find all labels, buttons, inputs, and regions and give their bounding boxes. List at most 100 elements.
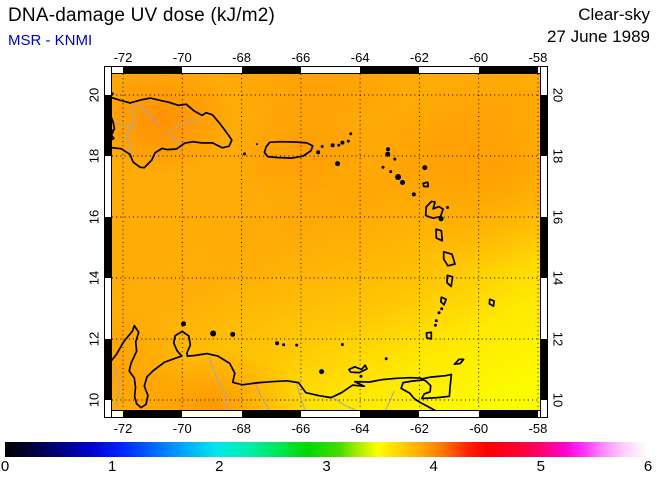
condition-label: Clear-sky bbox=[578, 5, 650, 24]
map-frame-right bbox=[540, 66, 548, 418]
date-label: 27 June 1989 bbox=[546, 27, 650, 46]
islet-dot bbox=[337, 143, 341, 147]
map-frame-left bbox=[104, 66, 112, 418]
coastline-martinique bbox=[442, 250, 456, 267]
source-label: MSR - KNMI bbox=[8, 32, 93, 49]
map-frame-segment bbox=[478, 67, 538, 73]
map-frame-segment bbox=[360, 67, 420, 73]
map-frame-segment bbox=[105, 278, 111, 339]
map-frame-segment bbox=[123, 411, 183, 417]
islet-dot bbox=[433, 323, 437, 327]
map-frame-segment bbox=[105, 95, 111, 156]
islet-dot bbox=[437, 311, 441, 315]
map-frame-segment bbox=[541, 156, 547, 217]
lon-tick-label-top: -58 bbox=[528, 50, 548, 65]
lon-tick-label-bottom: -70 bbox=[172, 421, 192, 436]
river-yaque bbox=[134, 101, 161, 127]
islet-dot bbox=[230, 331, 236, 337]
map-frame-segment bbox=[300, 411, 361, 417]
lat-tick-label-left: 20 bbox=[86, 87, 102, 103]
colorbar-tick-label: 2 bbox=[215, 458, 224, 475]
islet-dot bbox=[112, 128, 113, 132]
coastline-margarita bbox=[348, 364, 368, 374]
lat-tick-label-left: 10 bbox=[86, 392, 102, 408]
lat-tick-label-right: 18 bbox=[550, 148, 566, 164]
islet-dot bbox=[319, 369, 325, 375]
lon-tick-label-top: -68 bbox=[232, 50, 251, 65]
map-frame-segment bbox=[478, 411, 538, 417]
coastline-venezuela bbox=[112, 324, 437, 410]
islet-dot bbox=[400, 180, 405, 185]
islet-dot bbox=[422, 165, 428, 171]
river-ve-river-1 bbox=[208, 357, 229, 410]
islet-dot bbox=[381, 165, 385, 169]
islet-dot bbox=[316, 150, 321, 155]
river-dr-south bbox=[167, 129, 182, 143]
map-frame-segment bbox=[360, 411, 420, 417]
lon-tick-label-top: -64 bbox=[350, 50, 370, 65]
lon-tick-label-bottom: -64 bbox=[350, 421, 370, 436]
islet-dot bbox=[340, 343, 344, 346]
map-frame-segment bbox=[105, 67, 123, 73]
lon-tick-label-top: -70 bbox=[172, 50, 192, 65]
lat-tick-label-left: 16 bbox=[86, 209, 102, 225]
islet-dot bbox=[411, 192, 416, 197]
river-ve-river-4 bbox=[333, 397, 357, 410]
coastline-grenada bbox=[425, 331, 433, 340]
islet-dot bbox=[181, 321, 186, 327]
lon-tick-label-bottom: -66 bbox=[291, 421, 311, 436]
river-ve-river-5 bbox=[385, 390, 395, 410]
coastline-tobago bbox=[453, 358, 465, 366]
lat-tick-label-left: 14 bbox=[86, 270, 102, 286]
map-frame-segment bbox=[541, 278, 547, 339]
map-frame-segment bbox=[105, 411, 123, 417]
islet-dot bbox=[440, 307, 444, 311]
islet-dot bbox=[393, 157, 397, 161]
coastline-barbados bbox=[488, 298, 495, 307]
islet-dot bbox=[320, 145, 324, 148]
islet-dot bbox=[438, 216, 444, 222]
map-frame-segment bbox=[105, 67, 111, 95]
lat-tick-label-right: 10 bbox=[550, 392, 566, 408]
lon-tick-label-top: -72 bbox=[113, 50, 133, 65]
uv-field bbox=[112, 74, 540, 410]
lat-tick-label-right: 16 bbox=[550, 209, 566, 225]
islet-dot bbox=[346, 139, 350, 143]
coastline-guadeloupe bbox=[424, 200, 444, 220]
islet-dot bbox=[210, 330, 217, 337]
lon-tick-label-top: -66 bbox=[291, 50, 311, 65]
colorbar-tick-label: 5 bbox=[536, 458, 545, 475]
river-dr-haiti-border bbox=[125, 104, 135, 155]
islet-dot bbox=[384, 357, 388, 361]
map-frame-segment bbox=[105, 217, 111, 278]
islet-dot bbox=[295, 343, 299, 347]
lat-tick-label-left: 18 bbox=[86, 148, 102, 164]
map-frame-segment bbox=[105, 339, 111, 400]
islet-dot bbox=[359, 374, 363, 378]
coastline-st-lucia bbox=[446, 274, 454, 288]
coastline-puerto-rico bbox=[263, 140, 314, 159]
islet-dot bbox=[243, 152, 246, 156]
map-frame-segment bbox=[541, 217, 547, 278]
coastline-hispaniola bbox=[112, 96, 233, 169]
coastline-antigua bbox=[422, 181, 430, 188]
colorbar-tick-label: 3 bbox=[322, 458, 331, 475]
map-frame-segment bbox=[419, 411, 479, 417]
map-frame-segment bbox=[241, 411, 301, 417]
map-frame-segment bbox=[541, 339, 547, 400]
lon-tick-label-bottom: -72 bbox=[113, 421, 133, 436]
islet-dot bbox=[340, 140, 345, 145]
islet-dot bbox=[282, 343, 286, 347]
map-frame-segment bbox=[541, 67, 547, 95]
coastline-dominica bbox=[435, 228, 444, 242]
lon-tick-label-top: -62 bbox=[410, 50, 429, 65]
islet-dot bbox=[349, 132, 353, 136]
map-frame-segment bbox=[105, 400, 111, 417]
map-frame-segment bbox=[105, 156, 111, 217]
lon-tick-label-bottom: -58 bbox=[528, 421, 548, 436]
islet-dot bbox=[434, 319, 438, 323]
islet-dot bbox=[395, 174, 402, 180]
river-col-ve-border bbox=[114, 366, 120, 410]
lon-tick-label-top: -60 bbox=[469, 50, 489, 65]
